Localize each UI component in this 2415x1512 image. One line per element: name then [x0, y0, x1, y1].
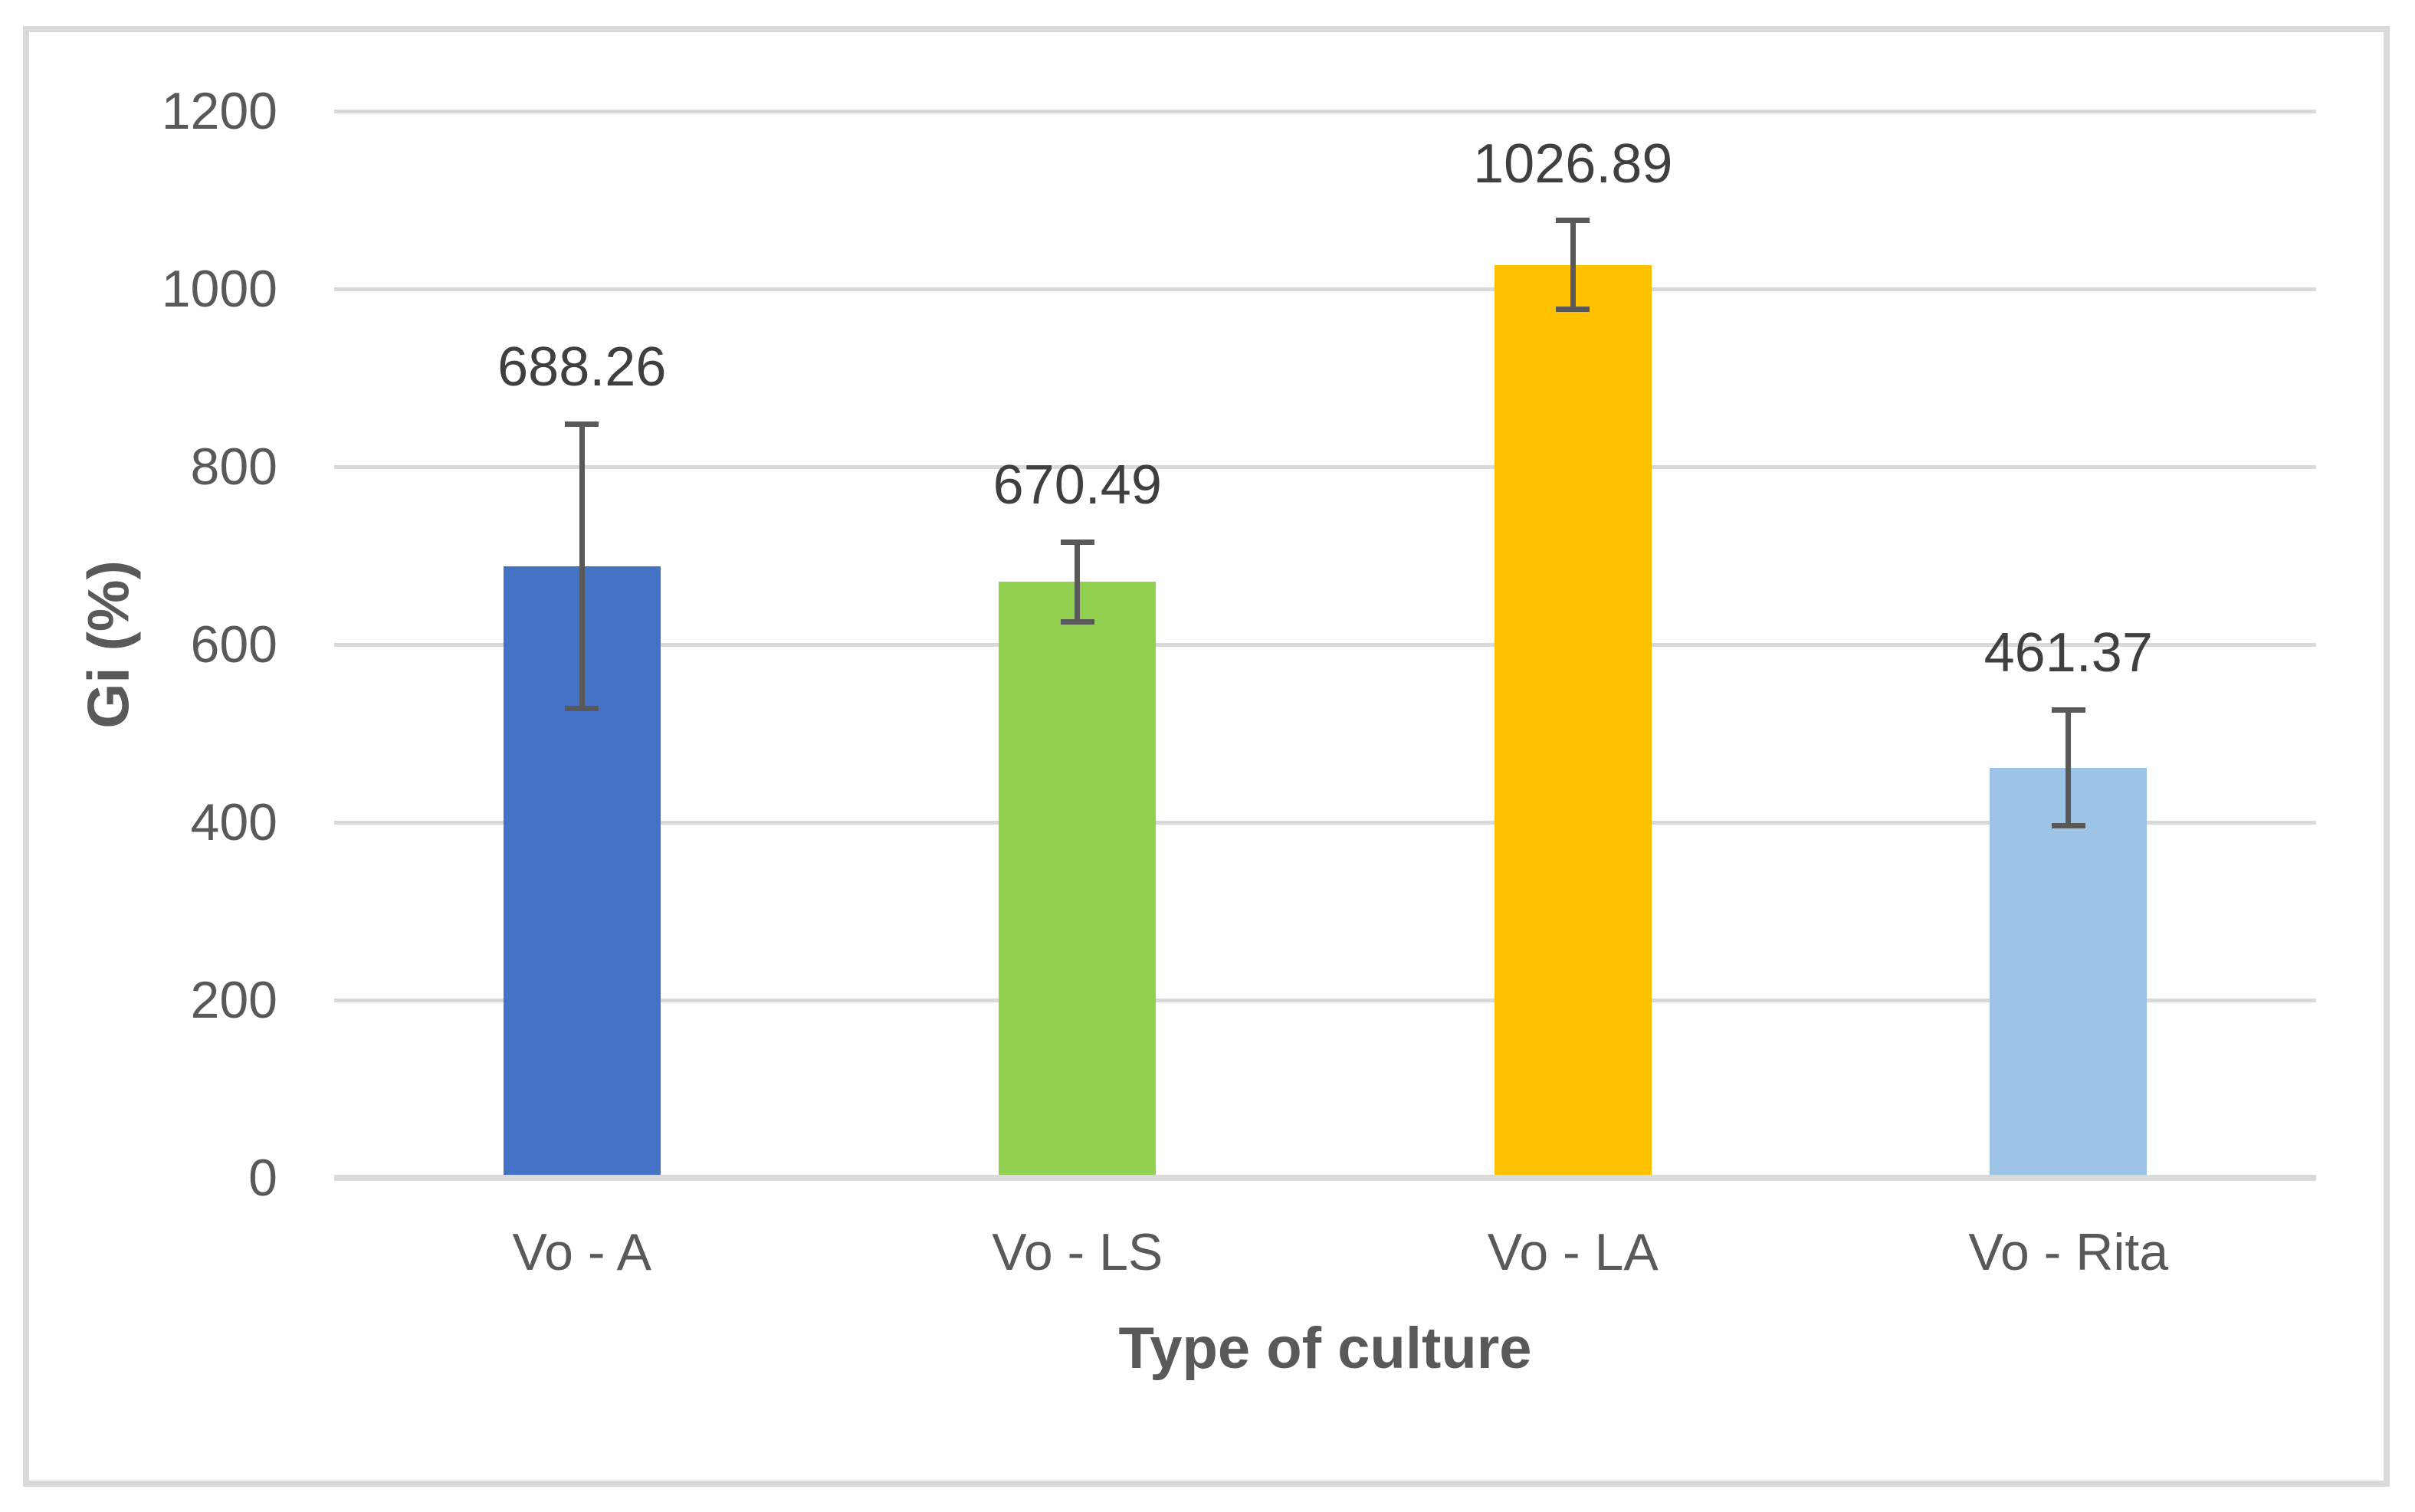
y-tick-label-800: 800 [190, 438, 277, 496]
x-axis-title: Type of culture [1118, 1316, 1532, 1381]
x-axis-line [334, 1175, 2316, 1181]
error-bar-bottom-cap-vo-la [1556, 307, 1590, 313]
error-bar-top-cap-vo-a [565, 421, 599, 427]
data-label-vo-rita: 461.37 [1984, 622, 2153, 684]
y-tick-label-1000: 1000 [161, 260, 277, 318]
y-tick-label-200: 200 [190, 971, 277, 1029]
bar-vo-ls [999, 582, 1157, 1175]
y-tick-label-0: 0 [248, 1149, 277, 1207]
error-bar-top-cap-vo-ls [1060, 539, 1094, 545]
x-category-label-vo-rita: Vo - Rita [1968, 1223, 2169, 1281]
error-bar-line-vo-la [1570, 220, 1576, 310]
x-category-label-vo-ls: Vo - LS [992, 1223, 1163, 1281]
data-label-vo-la: 1026.89 [1473, 133, 1673, 195]
gridline-600 [334, 642, 2316, 647]
error-bar-line-vo-ls [1075, 542, 1081, 622]
error-bar-top-cap-vo-rita [2051, 707, 2085, 713]
gridline-800 [334, 464, 2316, 469]
gridline-1000 [334, 287, 2316, 291]
x-category-label-vo-a: Vo - A [512, 1223, 651, 1281]
error-bar-bottom-cap-vo-rita [2051, 822, 2085, 828]
y-axis-title: Gi (%) [76, 560, 142, 729]
y-tick-label-600: 600 [190, 615, 277, 674]
error-bar-top-cap-vo-la [1556, 218, 1590, 224]
gridline-1200 [334, 109, 2316, 113]
y-tick-label-400: 400 [190, 793, 277, 851]
error-bar-bottom-cap-vo-ls [1060, 618, 1094, 625]
data-label-vo-a: 688.26 [497, 336, 667, 398]
gridline-400 [334, 820, 2316, 825]
bar-vo-la [1494, 264, 1652, 1175]
y-tick-label-1200: 1200 [161, 82, 277, 140]
error-bar-bottom-cap-vo-a [565, 705, 599, 711]
bar-vo-rita [1990, 767, 2148, 1175]
data-label-vo-ls: 670.49 [993, 454, 1162, 517]
error-bar-line-vo-a [579, 424, 585, 709]
x-category-label-vo-la: Vo - LA [1487, 1223, 1659, 1281]
gridline-200 [334, 998, 2316, 1002]
chart-area-border [23, 26, 2390, 1487]
error-bar-line-vo-rita [2066, 710, 2072, 826]
